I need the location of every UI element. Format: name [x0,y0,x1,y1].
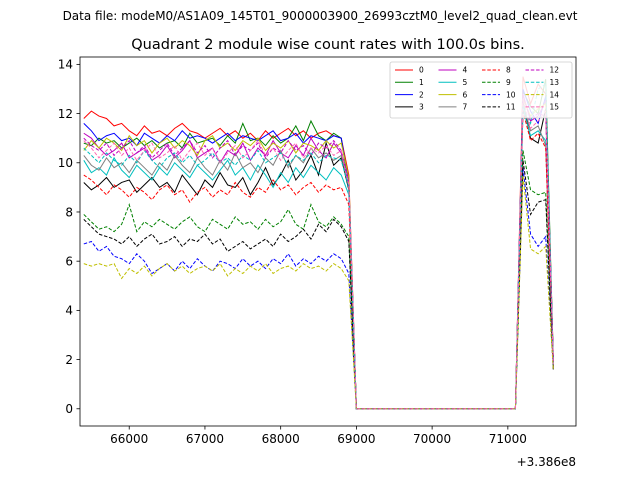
legend-entry-6: 6 [463,90,468,99]
axis-layer: 66000 67000 68000 69000 70000 710000246810121… [58,56,577,446]
x-tick-label: 69000 [337,432,375,446]
x-tick-label: 70000 [413,432,451,446]
y-tick-label: 2 [65,353,73,367]
legend-entry-14: 14 [550,90,560,99]
legend-entry-5: 5 [463,78,468,87]
x-tick-label: 68000 [262,432,300,446]
legend-entry-13: 13 [550,78,560,87]
series-line-15 [83,98,554,410]
x-axis-offset-label: +3.386e8 [517,455,576,469]
legend-entry-2: 2 [419,90,424,99]
y-tick-label: 14 [58,58,73,72]
legend-entry-7: 7 [463,103,468,112]
x-tick-label: 66000 [110,432,148,446]
legend-entry-12: 12 [550,66,560,75]
legend-entry-15: 15 [550,103,560,112]
legend-entry-4: 4 [463,66,468,75]
y-tick-label: 8 [65,205,73,219]
series-layer [83,76,554,410]
x-tick-label: 67000 [186,432,224,446]
y-tick-label: 4 [65,304,73,318]
legend-entry-9: 9 [506,78,511,87]
chart-suptitle: Data file: modeM0/AS1A09_145T01_90000039… [63,9,578,23]
series-line-12 [83,96,554,410]
y-tick-label: 12 [58,107,73,121]
legend-entry-8: 8 [506,66,511,75]
y-tick-label: 6 [65,254,73,268]
x-tick-label: 71000 [489,432,527,446]
plot-frame [79,56,577,427]
y-tick-label: 10 [58,156,73,170]
legend-entry-10: 10 [506,90,516,99]
series-line-9 [83,150,554,410]
legend-entry-3: 3 [419,103,424,112]
y-tick-label: 0 [65,402,73,416]
legend-box [389,61,573,119]
legend-entry-1: 1 [419,78,424,87]
legend-entry-0: 0 [419,66,424,75]
legend-entry-11: 11 [506,103,516,112]
chart-title: Quadrant 2 module wise count rates with … [131,37,525,53]
